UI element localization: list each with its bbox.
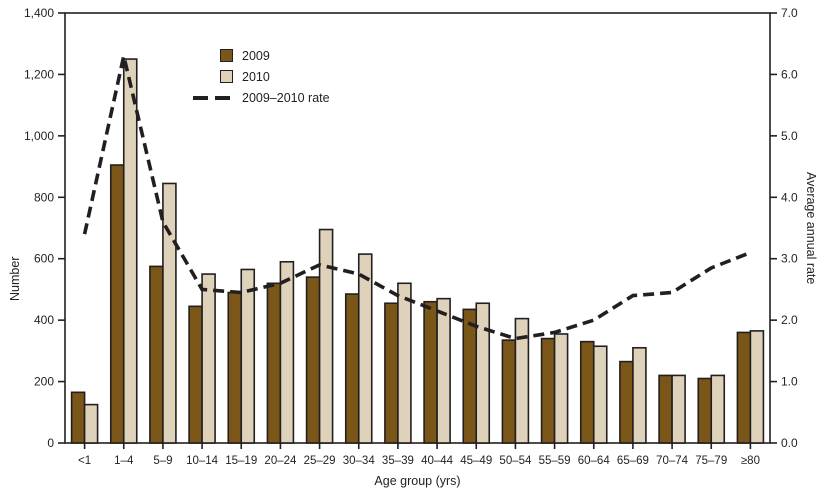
bar-2009-≥80 xyxy=(736,331,752,444)
x-axis-tick-label: 20–24 xyxy=(264,455,297,467)
bar-2009-75–79 xyxy=(697,377,713,444)
left-axis-tick-label: 1,000 xyxy=(24,129,54,143)
left-axis-tick-label: 1,400 xyxy=(24,6,54,20)
legend-key xyxy=(193,70,233,83)
left-axis-tick-label: 200 xyxy=(34,375,54,389)
left-axis-title: Number xyxy=(8,256,22,301)
legend-item-rate: 2009–2010 rate xyxy=(193,87,330,108)
bar-2009-50–54 xyxy=(501,339,517,444)
plot-frame xyxy=(64,12,771,444)
bar-2010-50–54 xyxy=(514,317,530,444)
left-axis-tick-label: 600 xyxy=(34,252,54,266)
x-axis-title: Age group (yrs) xyxy=(374,474,461,488)
bar-2010-55–59 xyxy=(553,333,569,444)
bar-2010-70–74 xyxy=(671,374,686,444)
bar-2009-20–24 xyxy=(266,282,282,444)
bar-2010-25–29 xyxy=(318,228,334,444)
bar-2009-35–39 xyxy=(384,302,399,444)
bar-2009-55–59 xyxy=(540,337,556,444)
legend-swatch-2010 xyxy=(220,70,233,83)
bar-2010-15–19 xyxy=(240,268,256,444)
bar-2009-45–49 xyxy=(462,308,478,444)
legend-item-2009: 2009 xyxy=(193,45,330,66)
x-axis-tick-label: 40–44 xyxy=(421,455,454,467)
left-axis-tick-label: 800 xyxy=(34,190,54,204)
bar-2010-1–4 xyxy=(122,58,138,444)
legend-item-2010: 2010 xyxy=(193,66,330,87)
bar-2010-60–64 xyxy=(592,345,608,444)
bar-2009-65–69 xyxy=(619,360,634,444)
right-axis-tick-label: 6.0 xyxy=(781,67,798,81)
bar-2010-30–34 xyxy=(357,253,373,444)
legend-label: 2010 xyxy=(242,69,270,84)
left-axis-tick-label: 0 xyxy=(47,436,54,450)
x-axis-tick-label: 35–39 xyxy=(382,455,414,467)
bar-2009-60–64 xyxy=(579,340,595,444)
x-axis-tick-label: 70–74 xyxy=(656,455,689,467)
bar-2009-10–14 xyxy=(188,305,203,444)
x-axis-tick-label: ≥80 xyxy=(741,455,760,467)
right-axis-tick-label: 2.0 xyxy=(781,313,798,327)
right-axis-tick-label: 3.0 xyxy=(781,252,798,266)
x-axis-tick-label: 25–29 xyxy=(304,455,336,467)
right-axis-tick-label: 7.0 xyxy=(781,6,798,20)
legend: 2009 2010 2009–2010 rate xyxy=(193,45,330,108)
bar-2009-70–74 xyxy=(658,374,673,444)
bar-2010-≥80 xyxy=(749,330,765,444)
bar-2010-10–14 xyxy=(201,273,216,444)
bar-2009-5–9 xyxy=(149,265,164,444)
legend-swatch-2009 xyxy=(220,49,233,62)
x-axis-tick-label: 65–69 xyxy=(617,455,649,467)
bar-2010-35–39 xyxy=(397,282,412,444)
right-axis-title: Average annual rate xyxy=(804,172,818,285)
x-axis-tick-label: 10–14 xyxy=(186,455,219,467)
x-axis-tick-label: 75–79 xyxy=(695,455,727,467)
right-axis-tick-label: 0.0 xyxy=(781,436,798,450)
bar-2009-15–19 xyxy=(227,291,243,444)
x-axis-tick-label: 45–49 xyxy=(460,455,492,467)
right-axis-tick-label: 5.0 xyxy=(781,129,798,143)
bar-2009-1–4 xyxy=(109,164,125,444)
bar-2010-65–69 xyxy=(632,346,647,444)
x-axis-tick-label: 30–34 xyxy=(343,455,376,467)
bar-2010-45–49 xyxy=(475,302,491,444)
legend-dashed-line-swatch xyxy=(193,95,233,100)
bar-2009-25–29 xyxy=(305,276,321,444)
left-axis-tick-label: 1,200 xyxy=(24,67,54,81)
legend-key xyxy=(193,49,233,62)
bar-2009-30–34 xyxy=(344,293,360,444)
legend-label: 2009 xyxy=(242,48,270,63)
bar-2009-40–44 xyxy=(423,300,438,444)
bar-2010-5–9 xyxy=(162,182,177,444)
x-axis-tick-label: 55–59 xyxy=(539,455,571,467)
bar-2010-<1 xyxy=(83,403,99,444)
left-axis-tick-label: 400 xyxy=(34,313,54,327)
bar-2010-40–44 xyxy=(436,297,451,444)
legend-label: 2009–2010 rate xyxy=(242,90,330,105)
x-axis-tick-label: 1–4 xyxy=(114,455,134,467)
right-axis-tick-label: 4.0 xyxy=(781,190,798,204)
right-axis-tick-label: 1.0 xyxy=(781,375,798,389)
bar-2009-<1 xyxy=(70,391,86,444)
x-axis-tick-label: 60–64 xyxy=(578,455,611,467)
legend-key xyxy=(193,95,233,100)
rate-line xyxy=(82,55,752,341)
bar-2010-20–24 xyxy=(279,260,295,444)
bar-2010-75–79 xyxy=(710,374,726,444)
x-axis-tick-label: 50–54 xyxy=(499,455,532,467)
x-axis-tick-label: 5–9 xyxy=(153,455,172,467)
x-axis-tick-label: 15–19 xyxy=(225,455,257,467)
x-axis-tick-label: <1 xyxy=(78,455,91,467)
